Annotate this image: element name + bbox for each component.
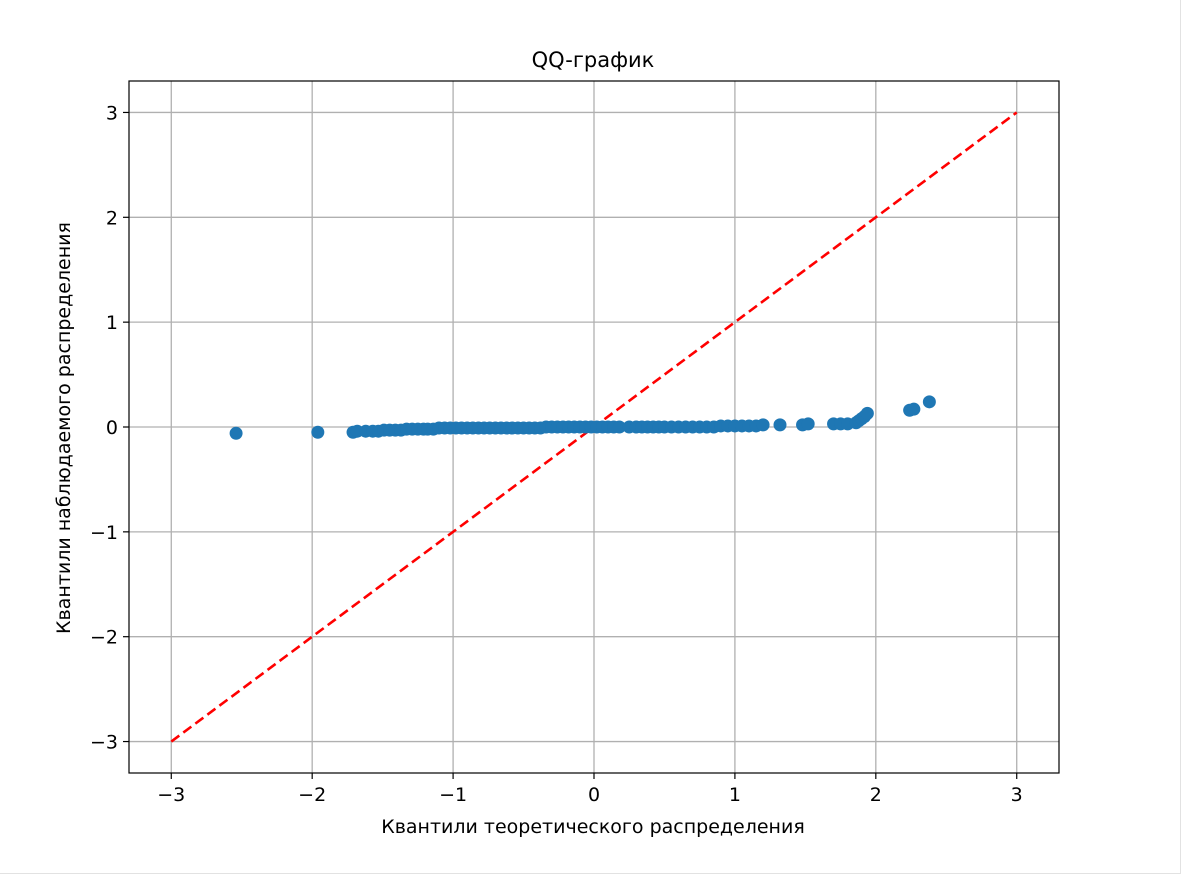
y-tick-label: −2 — [90, 627, 118, 649]
y-tick-label: 0 — [106, 417, 118, 439]
y-axis-label: Квантили наблюдаемого распределения — [53, 222, 75, 634]
x-tick-label: 2 — [870, 784, 882, 806]
scatter-point — [860, 406, 874, 420]
scatter-point — [229, 426, 243, 440]
x-tick-label: −1 — [439, 784, 467, 806]
x-tick-label: −2 — [298, 784, 326, 806]
x-tick-label: 1 — [729, 784, 741, 806]
scatter-point — [756, 418, 770, 432]
x-tick-label: −3 — [157, 784, 185, 806]
scatter-point — [801, 417, 815, 431]
axis-ticks: −3 −2 −1 0 1 2 3 −3 −2 −1 0 1 2 3 — [90, 102, 1023, 806]
y-tick-label: 1 — [106, 312, 118, 334]
scatter-point — [922, 395, 936, 409]
scatter-point — [311, 425, 325, 439]
y-tick-label: 2 — [106, 207, 118, 229]
x-tick-label: 0 — [588, 784, 600, 806]
scatter-point — [612, 420, 626, 434]
x-axis-label: Квантили теоретического распределения — [381, 816, 805, 838]
chart-title: QQ-график — [532, 48, 655, 72]
y-tick-label: −1 — [90, 522, 118, 544]
y-tick-label: 3 — [106, 102, 118, 124]
y-tick-label: −3 — [90, 732, 118, 754]
x-tick-label: 3 — [1011, 784, 1023, 806]
scatter-points — [229, 395, 936, 440]
scatter-point — [773, 418, 787, 432]
scatter-point — [907, 402, 921, 416]
